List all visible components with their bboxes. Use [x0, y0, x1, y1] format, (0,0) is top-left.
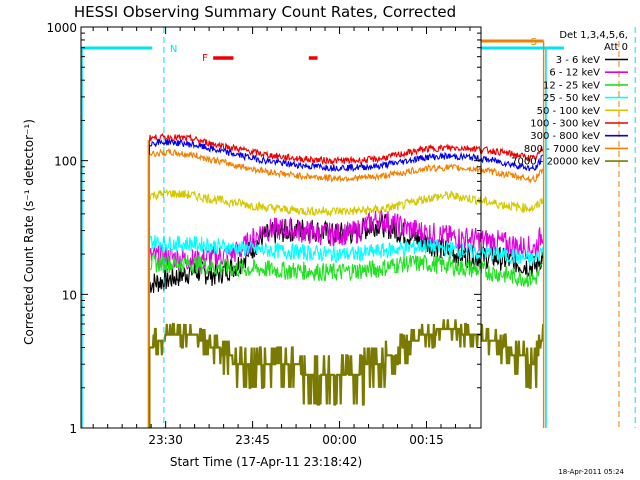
x-tick-label: 23:30: [148, 433, 183, 447]
footer-timestamp: 18-Apr-2011 05:24: [558, 468, 624, 476]
x-tick-label: 00:00: [322, 433, 357, 447]
y-tick-label: 100: [54, 155, 77, 169]
saa-flag-label: S: [531, 37, 537, 48]
series-100-300-kev: [148, 132, 544, 428]
x-tick-label: 23:45: [235, 433, 270, 447]
flags-group: N F S: [81, 27, 636, 428]
legend-label: 100 - 300 keV: [530, 119, 600, 130]
legend-label: 300 - 800 keV: [530, 131, 600, 142]
legend-label: 7000 - 20000 keV: [511, 157, 600, 168]
y-tick-label: 1: [69, 422, 77, 436]
x-axis-label: Start Time (17-Apr-11 23:18:42): [170, 455, 362, 469]
series-50-100-kev: [148, 189, 544, 428]
x-tick-label: 00:15: [409, 433, 444, 447]
series-group: [148, 132, 545, 428]
series-12-25-kev: [148, 253, 544, 428]
legend-label: 25 - 50 keV: [543, 93, 600, 104]
legend-header: Det 1,3,4,5,6,: [559, 30, 628, 41]
axes-group: 1 10 100 1000 23:30 23:45 00:00 00:15: [46, 21, 482, 447]
y-tick-label: 1000: [46, 21, 77, 35]
legend-label: 6 - 12 keV: [549, 68, 600, 79]
legend-label: 800 - 7000 keV: [524, 144, 600, 155]
y-axis-label: Corrected Count Rate (s⁻¹ detector⁻¹): [22, 119, 36, 345]
night-flag-label: N: [170, 44, 177, 55]
legend: Det 1,3,4,5,6,Att 0 3 - 6 keV 6 - 12 keV12…: [511, 30, 628, 168]
legend-label: 3 - 6 keV: [556, 55, 600, 66]
legend-label: 12 - 25 keV: [543, 80, 600, 91]
legend-header: Att 0: [604, 42, 628, 53]
series-800-7000-kev: [148, 147, 544, 428]
series-7000-20000-kev: [148, 319, 545, 428]
legend-label: 50 - 100 keV: [537, 106, 601, 117]
plot-frame: [80, 26, 482, 429]
series-25-50-kev: [148, 234, 544, 428]
series-300-800-kev: [148, 137, 544, 428]
y-tick-label: 10: [62, 288, 77, 302]
chart-title: HESSI Observing Summary Count Rates, Cor…: [74, 3, 456, 21]
flare-flag-label: F: [202, 53, 208, 64]
